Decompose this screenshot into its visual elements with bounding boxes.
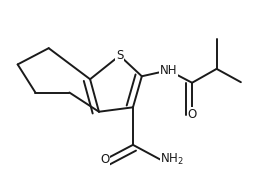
Text: O: O [187,108,197,121]
Text: NH: NH [160,64,177,77]
Text: S: S [116,49,123,62]
Text: O: O [100,153,109,166]
Text: NH$_2$: NH$_2$ [160,152,184,167]
